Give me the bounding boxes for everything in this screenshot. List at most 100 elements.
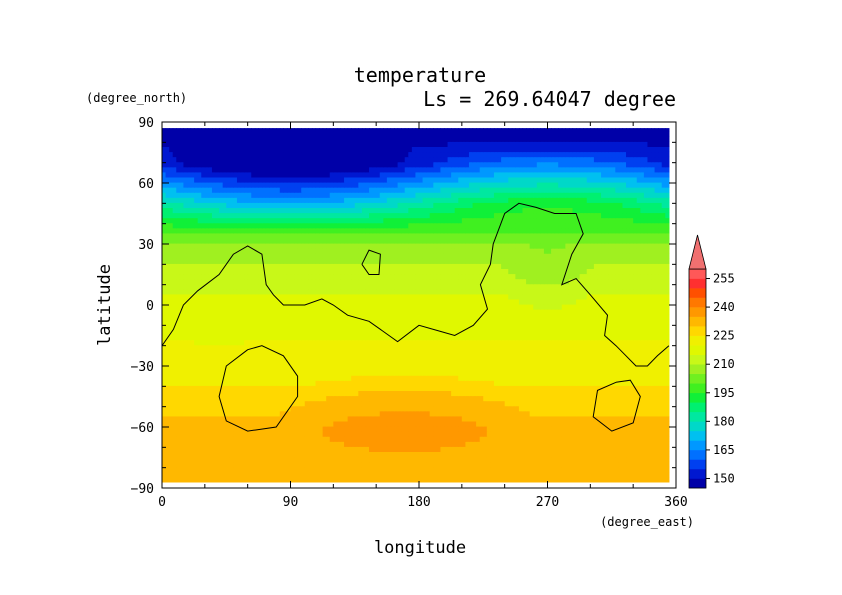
field-cell [443,319,449,325]
field-cell [576,364,581,371]
field-cell [608,395,613,402]
field-cell [611,420,616,427]
field-cell [404,456,409,463]
field-cell [308,425,313,432]
field-cell [454,375,459,381]
field-cell [233,420,238,427]
field-cell [222,410,227,417]
field-cell [565,390,570,397]
field-cell [176,476,181,483]
field-cell [479,420,484,427]
field-cell [618,339,624,346]
field-cell [176,329,181,336]
field-cell [336,451,342,458]
field-cell [261,324,267,330]
field-cell [576,390,581,397]
field-cell [183,303,188,310]
field-cell [201,436,206,442]
field-cell [636,405,641,412]
field-cell [640,456,645,463]
field-cell [583,476,588,483]
field-cell [479,471,484,478]
field-cell [493,314,499,320]
field-cell [486,390,491,397]
field-cell [636,466,641,473]
field-cell [665,415,670,422]
field-cell [558,466,563,473]
field-cell [319,303,324,310]
field-cell [451,324,456,330]
field-cell [265,309,270,315]
field-cell [468,319,474,325]
field-cell [426,420,431,427]
field-cell [483,344,488,351]
field-cell [497,390,502,397]
field-cell [608,303,613,310]
field-cell [586,451,591,458]
field-cell [493,380,499,386]
field-cell [422,466,427,473]
field-cell [583,334,588,341]
field-cell [404,324,409,330]
field-cell [319,314,324,320]
field-cell [429,334,434,341]
field-cell [529,415,534,422]
field-cell [279,405,284,412]
field-cell [651,375,656,381]
field-cell [604,309,609,315]
field-cell [572,415,577,422]
field-cell [547,390,552,397]
field-cell [379,456,384,463]
field-cell [311,456,317,463]
field-cell [304,319,309,325]
field-cell [658,415,663,422]
field-cell [597,395,602,402]
field-cell [283,456,288,463]
field-cell [611,319,616,325]
field-cell [526,359,531,366]
field-cell [586,359,591,366]
field-cell [579,400,584,407]
field-cell [554,461,559,468]
field-cell [461,441,466,447]
field-cell [508,405,513,412]
field-cell [654,410,659,417]
field-cell [658,466,663,473]
field-cell [183,359,188,366]
field-cell [176,364,181,371]
field-cell [197,339,202,346]
field-cell [286,324,292,330]
field-cell [461,415,466,422]
field-cell [165,431,170,437]
field-cell [344,400,349,407]
field-cell [568,425,574,432]
field-cell [651,471,656,478]
field-cell [554,349,559,356]
field-cell [533,400,538,407]
field-cell [390,451,395,458]
field-cell [251,334,256,341]
field-cell [286,395,292,402]
field-cell [297,344,302,351]
field-cell [197,425,202,432]
field-cell [222,446,227,452]
field-cell [233,466,238,473]
field-cell [651,309,656,315]
field-cell [326,410,331,417]
field-cell [390,395,395,402]
field-cell [647,314,652,320]
field-cell [240,466,245,473]
field-cell [265,395,270,402]
field-cell [333,466,338,473]
field-cell [376,456,381,463]
field-cell [333,400,338,407]
field-cell [172,339,177,346]
field-cell [186,380,192,386]
field-cell [440,375,445,381]
field-cell [647,476,652,483]
field-cell [433,309,438,315]
field-cell [433,364,438,371]
field-cell [229,380,234,386]
field-cell [629,466,634,473]
field-cell [490,364,495,371]
